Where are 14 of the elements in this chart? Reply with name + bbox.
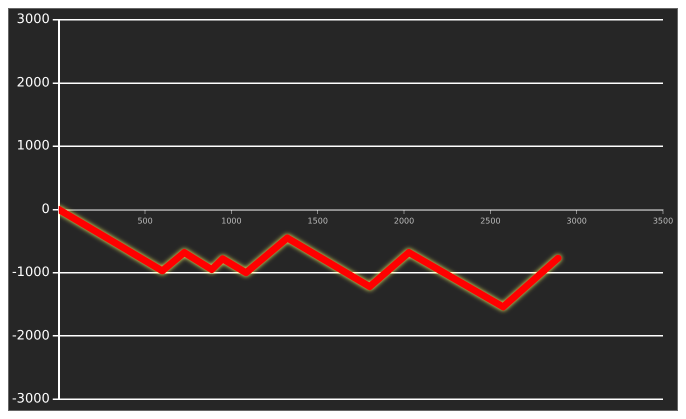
x-tick-label: 500 (137, 216, 153, 226)
y-tick-label: 3000 (16, 12, 50, 28)
y-tick-label: 1000 (16, 138, 50, 154)
x-tick-label: 1500 (308, 216, 328, 226)
y-tick-label: -2000 (12, 328, 50, 344)
x-tick-label: 3000 (566, 216, 587, 226)
x-tick-label: 1000 (221, 216, 242, 226)
y-tick-label: 2000 (16, 75, 50, 90)
y-tick-label: -1000 (12, 265, 50, 280)
x-tick-label: 3500 (652, 216, 674, 226)
x-tick-label: 2000 (394, 216, 414, 226)
y-tick-label: 0 (41, 202, 50, 217)
x-tick-label: 2500 (480, 216, 501, 226)
y-tick-label: -3000 (12, 392, 50, 407)
